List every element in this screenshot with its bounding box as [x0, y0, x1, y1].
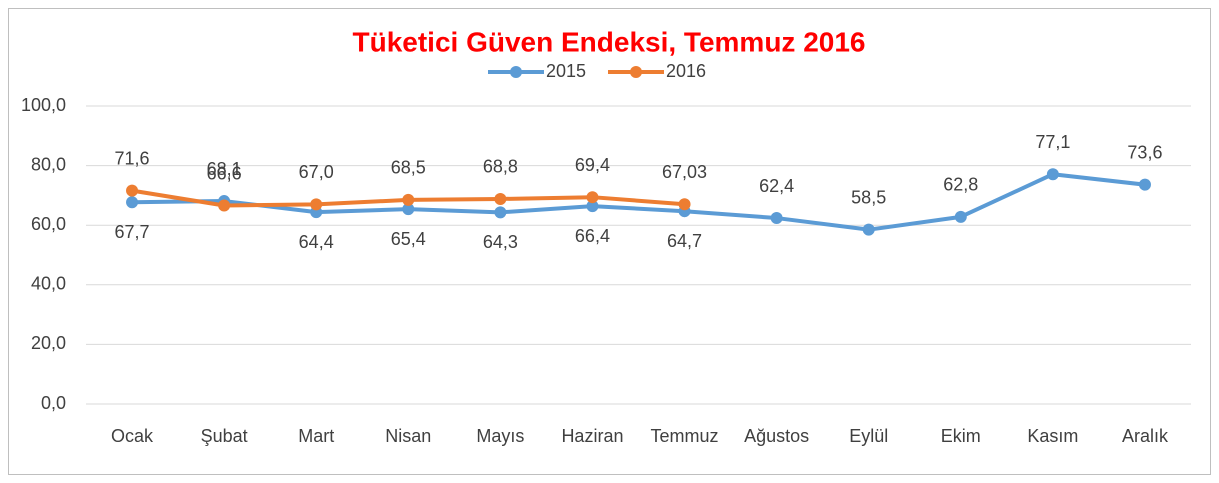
- data-label: 64,3: [483, 232, 518, 252]
- point-marker: [586, 200, 599, 213]
- data-label: 62,8: [943, 175, 978, 195]
- data-label: 66,6: [207, 163, 242, 183]
- data-label: 77,1: [1035, 132, 1070, 152]
- x-tick-label: Ocak: [111, 426, 154, 446]
- y-tick-label: 60,0: [31, 214, 66, 234]
- series-line: [132, 172, 1146, 232]
- y-tick-label: 100,0: [21, 95, 66, 115]
- point-marker: [954, 210, 967, 223]
- point-marker: [862, 223, 875, 236]
- chart-border: [8, 8, 1211, 475]
- x-tick-label: Nisan: [385, 426, 431, 446]
- point-marker: [402, 203, 415, 216]
- legend-label: 2016: [666, 61, 706, 81]
- point-marker: [310, 198, 323, 211]
- point-marker: [126, 184, 139, 197]
- y-tick-label: 0,0: [41, 393, 66, 413]
- x-tick-label: Ağustos: [744, 426, 809, 446]
- data-label: 67,03: [662, 162, 707, 182]
- data-label: 64,7: [667, 231, 702, 251]
- point-marker: [494, 192, 507, 205]
- legend-marker: [630, 66, 642, 78]
- point-marker: [586, 191, 599, 204]
- data-label: 62,4: [759, 176, 794, 196]
- x-tick-label: Temmuz: [651, 426, 719, 446]
- x-tick-label: Ekim: [941, 426, 981, 446]
- y-tick-label: 40,0: [31, 274, 66, 294]
- x-tick-label: Kasım: [1027, 426, 1078, 446]
- point-marker: [494, 206, 507, 219]
- y-tick-label: 20,0: [31, 333, 66, 353]
- data-label: 68,1: [207, 159, 242, 179]
- data-label: 65,4: [391, 229, 426, 249]
- point-marker: [770, 212, 783, 225]
- data-label: 67,7: [115, 222, 150, 242]
- point-marker: [126, 196, 139, 209]
- point-marker: [678, 198, 691, 211]
- x-tick-label: Haziran: [561, 426, 623, 446]
- point-marker: [1138, 178, 1151, 191]
- chart-title: Tüketici Güven Endeksi, Temmuz 2016: [353, 26, 866, 57]
- legend-marker: [510, 66, 522, 78]
- data-label: 69,4: [575, 155, 610, 175]
- legend-label: 2015: [546, 61, 586, 81]
- x-tick-label: Mayıs: [476, 426, 524, 446]
- data-label: 67,0: [299, 162, 334, 182]
- data-label: 68,8: [483, 157, 518, 177]
- data-label: 68,5: [391, 158, 426, 178]
- point-marker: [402, 193, 415, 206]
- data-label: 71,6: [115, 148, 150, 168]
- data-label: 73,6: [1127, 142, 1162, 162]
- point-marker: [218, 199, 231, 212]
- data-label: 66,4: [575, 226, 610, 246]
- point-marker: [1046, 168, 1059, 181]
- x-tick-label: Aralık: [1122, 426, 1169, 446]
- x-tick-label: Eylül: [849, 426, 888, 446]
- x-tick-label: Şubat: [201, 426, 248, 446]
- data-label: 58,5: [851, 187, 886, 207]
- x-tick-label: Mart: [298, 426, 334, 446]
- y-tick-label: 80,0: [31, 154, 66, 174]
- data-label: 64,4: [299, 232, 334, 252]
